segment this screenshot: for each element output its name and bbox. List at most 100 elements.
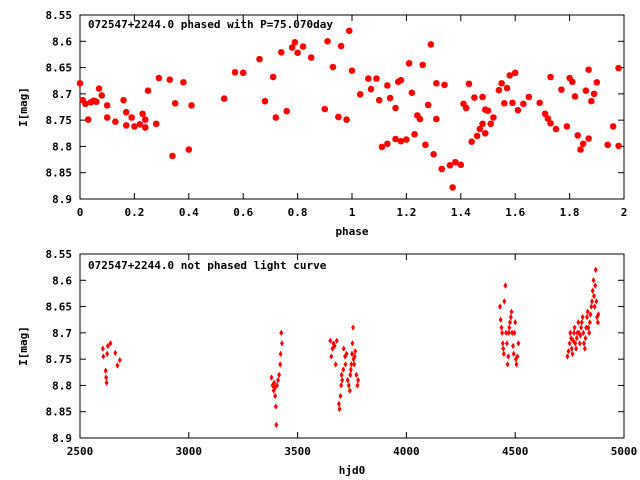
data-point	[571, 337, 576, 344]
data-point	[577, 146, 584, 153]
data-point	[585, 313, 589, 321]
data-point	[502, 298, 507, 305]
data-point	[592, 292, 596, 300]
data-point	[95, 85, 103, 92]
data-point	[384, 82, 391, 89]
data-point	[273, 392, 278, 400]
data-series	[100, 266, 601, 429]
data-point	[547, 120, 554, 127]
y-tick-label: 8.65	[46, 62, 73, 75]
x-tick-label: 1.8	[560, 206, 580, 219]
data-point	[336, 400, 341, 408]
data-point	[277, 371, 282, 379]
data-point	[501, 100, 508, 107]
data-point	[329, 63, 337, 71]
data-point	[514, 106, 522, 114]
data-point	[346, 382, 351, 389]
data-point	[343, 116, 350, 123]
data-point	[376, 96, 383, 104]
chart-panel-1: 0 0.2 0.4 0.6 0.8 1 1.2 1.4 1.6 1.8 2 8.55 8.6 8.65 8.…	[17, 9, 627, 238]
data-point	[278, 361, 283, 368]
data-point	[240, 69, 247, 77]
plot-frame	[79, 14, 625, 200]
data-point	[272, 384, 277, 392]
data-point	[433, 80, 440, 87]
data-point	[574, 334, 579, 342]
data-point	[586, 324, 591, 331]
data-point	[411, 131, 418, 138]
x-tick-label: 1.2	[396, 206, 416, 219]
data-point	[579, 319, 584, 326]
data-point	[354, 371, 359, 379]
plot-frame	[79, 253, 625, 439]
data-point	[609, 123, 617, 130]
data-point	[348, 67, 356, 74]
data-point	[341, 366, 346, 373]
data-point	[352, 353, 357, 360]
data-point	[93, 98, 100, 105]
y-tick-label: 8.6	[52, 35, 72, 48]
y-axis-label: I[mag]	[17, 87, 30, 127]
data-point	[351, 324, 356, 331]
data-point	[490, 114, 497, 121]
data-point	[500, 329, 505, 337]
data-point	[446, 162, 454, 169]
data-point	[500, 340, 505, 347]
data-point	[139, 110, 146, 118]
data-point	[577, 340, 582, 347]
data-point	[98, 92, 105, 99]
data-point	[596, 311, 601, 318]
data-point	[513, 319, 518, 326]
data-point	[144, 87, 152, 94]
data-point	[615, 64, 622, 72]
data-point	[511, 342, 515, 350]
data-point	[101, 353, 106, 360]
data-point	[105, 350, 110, 358]
data-point	[414, 112, 421, 119]
data-point	[593, 79, 600, 86]
data-point	[82, 100, 89, 108]
y-axis-label: I[mag]	[17, 326, 30, 366]
data-point	[350, 350, 354, 358]
data-point	[509, 308, 514, 316]
x-tick-label: 1	[349, 206, 356, 219]
data-point	[591, 277, 596, 284]
data-point	[593, 266, 598, 273]
data-point	[408, 89, 416, 97]
data-point	[541, 110, 549, 118]
data-point	[515, 353, 520, 360]
data-point	[430, 151, 437, 158]
data-point	[468, 138, 475, 145]
data-point	[588, 98, 595, 105]
data-point	[348, 366, 353, 373]
x-tick-label: 3500	[284, 445, 311, 458]
data-point	[329, 353, 334, 360]
data-point	[558, 86, 565, 93]
data-point	[583, 334, 588, 342]
data-point	[397, 76, 405, 84]
y-tick-label: 8.85	[46, 167, 73, 180]
data-point	[356, 376, 361, 384]
data-point	[291, 39, 299, 46]
data-point	[256, 55, 263, 63]
data-point	[346, 27, 353, 34]
data-point	[142, 116, 149, 123]
data-point	[585, 135, 592, 142]
data-point	[103, 367, 108, 374]
chart-panel-2: 2500 3000 3500 4000 4500 5000 8.55 8.6 8.65 8.7 8.…	[17, 248, 637, 477]
data-point	[392, 135, 399, 143]
data-point	[115, 362, 120, 369]
data-point	[587, 329, 592, 337]
x-tick-label: 4500	[502, 445, 529, 458]
data-point	[333, 361, 338, 368]
data-point	[384, 140, 391, 147]
data-point	[105, 342, 110, 350]
data-point	[308, 54, 315, 61]
data-point	[324, 38, 331, 45]
data-point	[587, 319, 592, 326]
data-point	[272, 379, 277, 386]
y-tick-label: 8.9	[52, 193, 72, 206]
data-point	[341, 345, 346, 352]
data-point	[498, 80, 505, 87]
data-point	[427, 41, 435, 48]
